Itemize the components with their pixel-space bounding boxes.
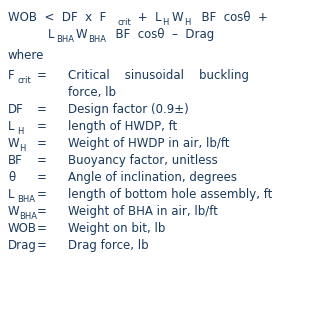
Text: =: = xyxy=(37,137,47,150)
Text: WOB  <  DF  x  F: WOB < DF x F xyxy=(8,11,106,24)
Text: F: F xyxy=(8,69,15,82)
Text: =: = xyxy=(37,103,47,116)
Text: =: = xyxy=(37,120,47,133)
Text: crit: crit xyxy=(118,18,132,27)
Text: Weight of BHA in air, lb/ft: Weight of BHA in air, lb/ft xyxy=(68,205,218,218)
Text: DF: DF xyxy=(8,103,24,116)
Text: =: = xyxy=(37,154,47,167)
Text: WOB: WOB xyxy=(8,222,37,235)
Text: H: H xyxy=(19,144,25,153)
Text: BF: BF xyxy=(8,154,23,167)
Text: BHA: BHA xyxy=(56,35,74,44)
Text: +  L: + L xyxy=(134,11,162,24)
Text: length of bottom hole assembly, ft: length of bottom hole assembly, ft xyxy=(68,188,272,201)
Text: W: W xyxy=(8,205,20,218)
Text: =: = xyxy=(37,205,47,218)
Text: length of HWDP, ft: length of HWDP, ft xyxy=(68,120,177,133)
Text: crit: crit xyxy=(17,76,31,85)
Text: BHA: BHA xyxy=(17,195,35,204)
Text: θ: θ xyxy=(8,171,15,184)
Text: BHA: BHA xyxy=(19,212,37,221)
Text: Drag: Drag xyxy=(8,239,37,252)
Text: Drag force, lb: Drag force, lb xyxy=(68,239,148,252)
Text: BF  cosθ  –  Drag: BF cosθ – Drag xyxy=(108,28,214,41)
Text: L: L xyxy=(8,120,14,133)
Text: L: L xyxy=(48,28,54,41)
Text: W: W xyxy=(172,11,184,24)
Text: H: H xyxy=(184,18,190,27)
Text: =: = xyxy=(37,171,47,184)
Text: H: H xyxy=(162,18,168,27)
Text: Critical    sinusoidal    buckling: Critical sinusoidal buckling xyxy=(68,69,249,82)
Text: =: = xyxy=(37,69,47,82)
Text: H: H xyxy=(17,127,23,136)
Text: force, lb: force, lb xyxy=(68,86,116,99)
Text: W: W xyxy=(76,28,88,41)
Text: BHA: BHA xyxy=(88,35,106,44)
Text: =: = xyxy=(37,222,47,235)
Text: W: W xyxy=(8,137,20,150)
Text: BF  cosθ  +: BF cosθ + xyxy=(194,11,268,24)
Text: Weight of HWDP in air, lb/ft: Weight of HWDP in air, lb/ft xyxy=(68,137,229,150)
Text: =: = xyxy=(37,239,47,252)
Text: where: where xyxy=(8,49,44,62)
Text: Weight on bit, lb: Weight on bit, lb xyxy=(68,222,165,235)
Text: L: L xyxy=(8,188,14,201)
Text: Buoyancy factor, unitless: Buoyancy factor, unitless xyxy=(68,154,218,167)
Text: Angle of inclination, degrees: Angle of inclination, degrees xyxy=(68,171,237,184)
Text: Design factor (0.9±): Design factor (0.9±) xyxy=(68,103,189,116)
Text: =: = xyxy=(37,188,47,201)
